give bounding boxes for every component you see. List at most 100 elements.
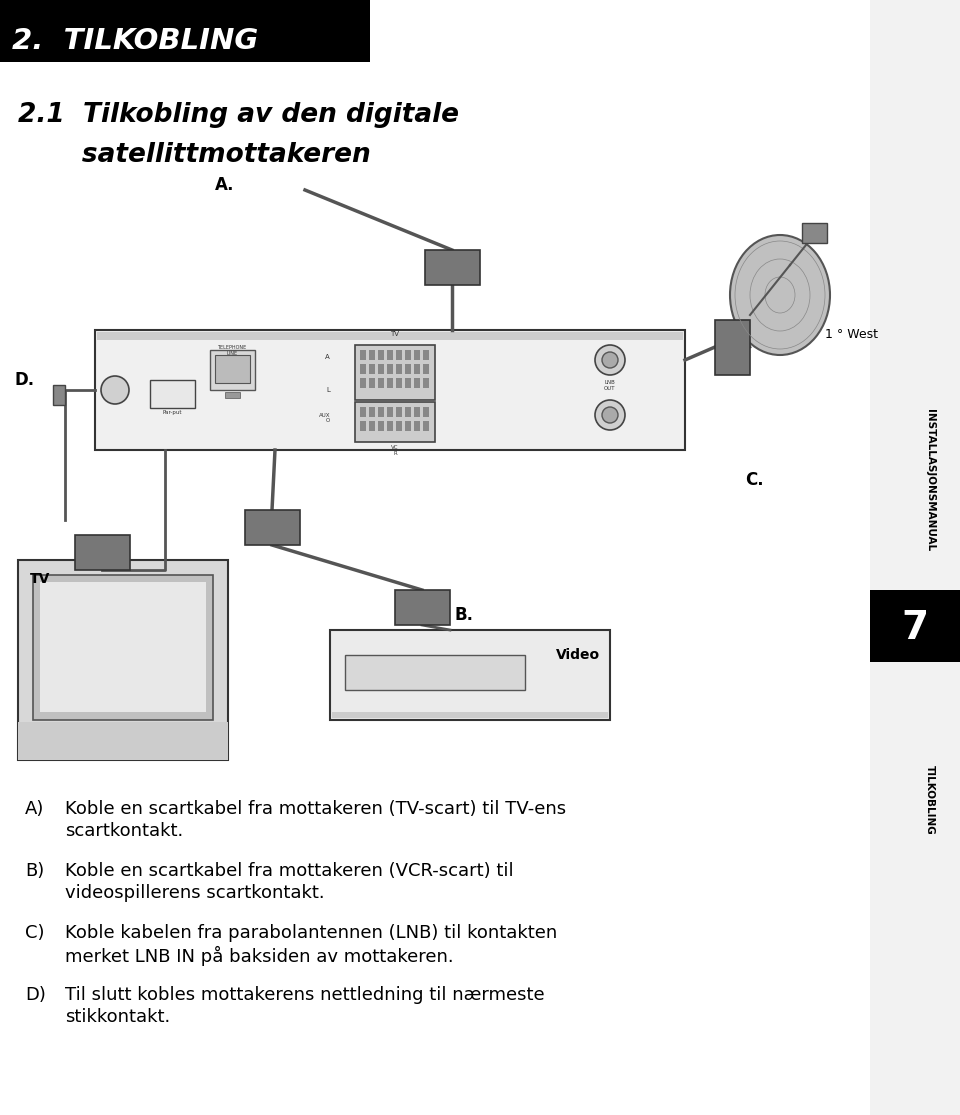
Bar [387,350,393,360]
Text: INSTALLASJONSMANUAL: INSTALLASJONSMANUAL [925,409,935,551]
Text: 7: 7 [901,609,928,647]
Bar [870,0,960,1115]
Bar [215,355,250,382]
Bar [414,407,420,417]
Bar [414,378,420,388]
Text: scartkontakt.: scartkontakt. [65,822,183,840]
Bar [414,350,420,360]
Bar [355,345,435,400]
Bar [95,330,685,450]
Bar [18,560,228,760]
Bar [360,350,366,360]
Text: merket LNB IN på baksiden av mottakeren.: merket LNB IN på baksiden av mottakeren. [65,946,454,966]
Bar [360,407,366,417]
Bar [423,421,429,432]
Bar [369,421,375,432]
Bar [405,363,411,374]
Text: TILKOBLING: TILKOBLING [925,765,935,835]
Text: Koble kabelen fra parabolantennen (LNB) til kontakten: Koble kabelen fra parabolantennen (LNB) … [65,924,557,942]
Bar [396,363,402,374]
Bar [75,535,130,570]
Bar [423,363,429,374]
Bar [150,380,195,408]
Bar [330,630,610,720]
Bar [378,421,384,432]
Ellipse shape [730,235,830,355]
Text: A: A [325,353,330,360]
Bar [33,575,213,720]
Bar [245,510,300,545]
Text: C): C) [25,924,44,942]
Text: VC
R: VC R [392,445,398,456]
Bar [378,350,384,360]
Text: TELEPHONE
LINE: TELEPHONE LINE [217,345,247,356]
Text: Koble en scartkabel fra mottakeren (VCR-scart) til: Koble en scartkabel fra mottakeren (VCR-… [65,862,514,880]
Bar [425,250,480,285]
Bar [405,378,411,388]
Bar [414,421,420,432]
Text: A.: A. [215,176,234,194]
Bar [378,407,384,417]
Bar [0,0,370,62]
Bar [870,590,960,662]
Circle shape [595,400,625,430]
Bar [387,421,393,432]
Text: D.: D. [15,371,36,389]
Text: 2.  TILKOBLING: 2. TILKOBLING [12,27,258,55]
Text: Koble en scartkabel fra mottakeren (TV-scart) til TV-ens: Koble en scartkabel fra mottakeren (TV-s… [65,799,566,818]
Bar [423,407,429,417]
Circle shape [602,352,618,368]
Circle shape [602,407,618,423]
Bar [396,421,402,432]
Bar [715,320,750,375]
Text: C.: C. [745,471,763,489]
Text: L: L [326,387,330,392]
Text: videospillerens scartkontakt.: videospillerens scartkontakt. [65,884,324,902]
Text: B.: B. [455,605,474,624]
Text: TV: TV [391,331,399,337]
Bar [332,712,608,718]
Text: D): D) [25,986,46,1004]
Text: Par-put: Par-put [162,410,181,415]
Bar [396,407,402,417]
Circle shape [101,376,129,404]
Text: satellittmottakeren: satellittmottakeren [18,142,371,168]
Bar [18,723,228,760]
Bar [97,332,683,340]
Bar [53,385,65,405]
Bar [360,363,366,374]
Bar [225,392,240,398]
Bar [405,407,411,417]
Bar [423,350,429,360]
Bar [345,655,525,690]
Text: A): A) [25,799,44,818]
Text: LNB
OUT: LNB OUT [604,380,615,390]
Bar [360,421,366,432]
Bar [360,378,366,388]
Bar [40,582,206,712]
Bar [210,350,255,390]
Bar [355,403,435,442]
Bar [369,363,375,374]
Text: AUX
O: AUX O [319,413,330,424]
Bar [369,407,375,417]
Text: Video: Video [556,648,600,662]
Text: B): B) [25,862,44,880]
Bar [396,350,402,360]
Bar [423,378,429,388]
Bar [387,407,393,417]
Bar [369,350,375,360]
Bar [414,363,420,374]
Text: TV: TV [30,572,50,586]
Bar [405,350,411,360]
Text: 2.1  Tilkobling av den digitale: 2.1 Tilkobling av den digitale [18,101,459,128]
Bar [387,378,393,388]
Circle shape [595,345,625,375]
Bar [378,378,384,388]
Bar [369,378,375,388]
Bar [405,421,411,432]
Bar [378,363,384,374]
Bar [802,223,827,243]
Bar [395,590,450,626]
Text: 1 ° West: 1 ° West [825,329,878,341]
